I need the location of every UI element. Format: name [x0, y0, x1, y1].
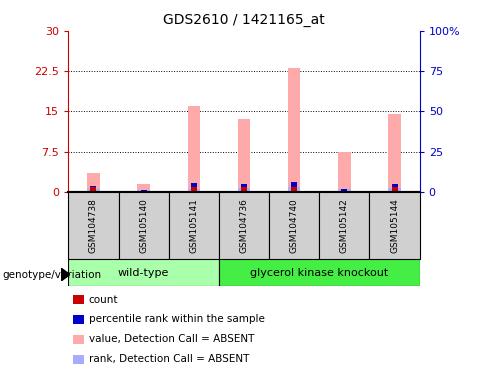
Bar	[119, 192, 169, 259]
Bar	[241, 184, 247, 187]
Bar	[338, 152, 351, 192]
Text: rank, Detection Call = ABSENT: rank, Detection Call = ABSENT	[89, 354, 249, 364]
Bar	[219, 259, 420, 286]
Bar	[388, 188, 401, 192]
Text: genotype/variation: genotype/variation	[2, 270, 102, 280]
Bar	[187, 189, 200, 192]
Bar	[137, 184, 150, 192]
Bar	[137, 190, 150, 192]
Bar	[187, 106, 200, 192]
Polygon shape	[61, 268, 70, 281]
Bar	[342, 191, 347, 192]
Bar	[169, 192, 219, 259]
Text: GSM104736: GSM104736	[240, 198, 248, 253]
Bar	[342, 189, 347, 191]
Bar	[238, 188, 250, 192]
Bar	[87, 173, 100, 192]
Bar	[288, 187, 301, 192]
Text: percentile rank within the sample: percentile rank within the sample	[89, 314, 264, 324]
Text: glycerol kinase knockout: glycerol kinase knockout	[250, 268, 388, 278]
Bar	[241, 187, 247, 192]
Bar	[141, 191, 146, 192]
Text: GSM105140: GSM105140	[139, 198, 148, 253]
Bar	[87, 189, 100, 192]
Bar	[391, 184, 398, 187]
Text: count: count	[89, 295, 118, 305]
Bar	[219, 192, 269, 259]
Text: value, Detection Call = ABSENT: value, Detection Call = ABSENT	[89, 334, 254, 344]
Title: GDS2610 / 1421165_at: GDS2610 / 1421165_at	[163, 13, 325, 27]
Text: wild-type: wild-type	[118, 268, 169, 278]
Text: GSM105144: GSM105144	[390, 198, 399, 253]
Bar	[291, 187, 297, 192]
Bar	[90, 187, 97, 192]
Bar	[68, 259, 219, 286]
Bar	[269, 192, 319, 259]
Bar	[191, 187, 197, 192]
Bar	[388, 114, 401, 192]
Text: GSM104738: GSM104738	[89, 198, 98, 253]
Bar	[141, 190, 146, 191]
Text: GSM105142: GSM105142	[340, 198, 349, 253]
Bar	[391, 187, 398, 192]
Bar	[291, 182, 297, 187]
Text: GSM105141: GSM105141	[189, 198, 198, 253]
Bar	[191, 184, 197, 187]
Bar	[338, 189, 351, 192]
Text: GSM104740: GSM104740	[290, 198, 299, 253]
Bar	[68, 192, 119, 259]
Bar	[238, 119, 250, 192]
Bar	[90, 186, 97, 187]
Bar	[319, 192, 369, 259]
Bar	[369, 192, 420, 259]
Bar	[288, 68, 301, 192]
